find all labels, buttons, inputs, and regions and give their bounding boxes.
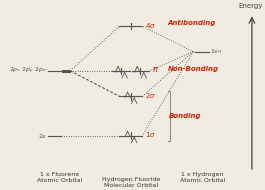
Text: $4\sigma$: $4\sigma$	[145, 21, 156, 30]
Text: $1\sigma$: $1\sigma$	[145, 130, 156, 139]
Text: $2p_x\ 2p_y\ 2p_z$: $2p_x\ 2p_y\ 2p_z$	[9, 66, 47, 76]
Text: $\pi$: $\pi$	[152, 65, 159, 74]
Text: Antibonding: Antibonding	[168, 20, 216, 26]
Text: Bonding: Bonding	[169, 113, 202, 119]
Text: $2\sigma$: $2\sigma$	[145, 91, 156, 100]
Text: 1 x Hydrogen
Atomic Orbital: 1 x Hydrogen Atomic Orbital	[180, 172, 225, 183]
Text: Energy: Energy	[238, 3, 263, 9]
Text: 1 x Fluorene
Atomic Orbital: 1 x Fluorene Atomic Orbital	[37, 172, 82, 183]
Text: $2s$: $2s$	[38, 131, 47, 139]
Text: Non-Bonding: Non-Bonding	[168, 66, 219, 72]
Text: Hydrogen Fluoride
Molecular Orbital: Hydrogen Fluoride Molecular Orbital	[102, 177, 160, 188]
Text: $1s_H$: $1s_H$	[210, 47, 222, 56]
